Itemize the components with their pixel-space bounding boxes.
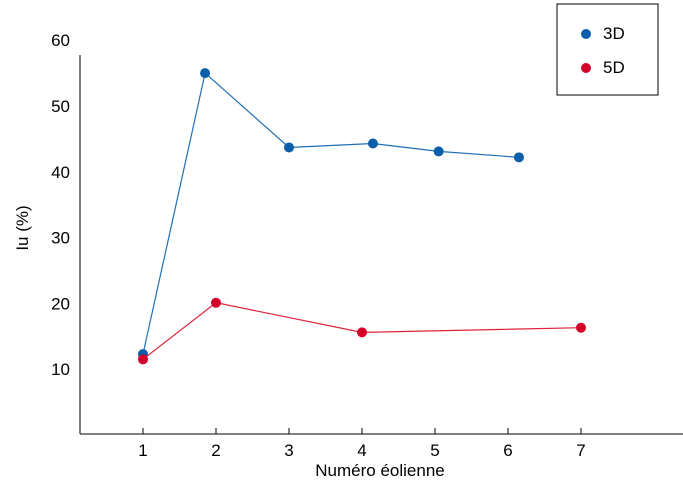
data-point-5D xyxy=(357,327,367,338)
x-tick-label: 5 xyxy=(430,441,439,460)
legend-box xyxy=(556,3,659,96)
x-tick-label: 4 xyxy=(357,441,366,460)
legend-label-5D: 5D xyxy=(603,58,625,77)
data-point-3D xyxy=(433,146,444,157)
data-point-3D xyxy=(200,68,211,79)
y-tick-label: 20 xyxy=(51,294,70,313)
series-line-3D xyxy=(142,71,520,355)
data-point-3D xyxy=(367,138,378,149)
data-point-5D xyxy=(211,297,221,308)
data-point-5D xyxy=(576,322,586,333)
data-point-3D xyxy=(284,142,294,153)
y-axis-title: Iu (%) xyxy=(13,205,32,250)
x-axis-title: Numéro éolienne xyxy=(315,461,444,480)
legend-marker-3D xyxy=(581,29,591,39)
y-tick-label: 50 xyxy=(51,97,70,116)
x-tick-label: 3 xyxy=(284,441,293,460)
x-tick-label: 2 xyxy=(211,441,220,460)
x-tick-labels: 1 2 3 4 5 6 7 xyxy=(138,428,586,460)
data-point-3D xyxy=(513,152,524,163)
legend-label-3D: 3D xyxy=(603,24,625,43)
y-tick-label: 10 xyxy=(51,360,70,379)
y-tick-labels: 10 20 30 40 50 60 xyxy=(51,31,70,379)
legend: 3D 5D xyxy=(556,3,659,96)
y-tick-label: 40 xyxy=(51,163,70,182)
series-layer xyxy=(138,68,586,365)
x-tick-label: 1 xyxy=(138,441,147,460)
series-line-5D xyxy=(142,302,582,360)
y-tick-label: 30 xyxy=(51,229,70,248)
y-tick-label: 60 xyxy=(51,31,70,50)
x-tick-label: 6 xyxy=(503,441,512,460)
legend-marker-5D xyxy=(581,63,591,73)
axes xyxy=(79,55,683,435)
x-tick-label: 7 xyxy=(576,441,585,460)
data-point-5D xyxy=(138,354,148,365)
